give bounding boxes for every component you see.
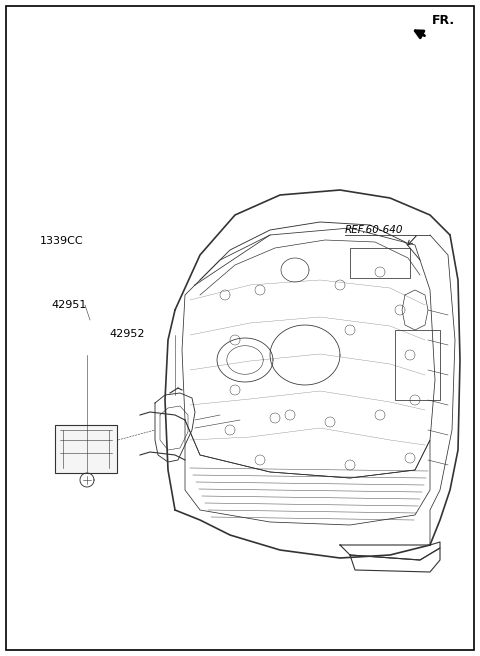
Text: REF.60-640: REF.60-640: [345, 225, 404, 235]
Bar: [55, 425, 117, 473]
Text: 1339CC: 1339CC: [40, 236, 84, 246]
Bar: [395, 330, 440, 400]
Text: FR.: FR.: [432, 14, 455, 28]
Text: 42951: 42951: [51, 300, 87, 310]
Bar: [350, 248, 410, 278]
Text: 42952: 42952: [109, 329, 145, 339]
